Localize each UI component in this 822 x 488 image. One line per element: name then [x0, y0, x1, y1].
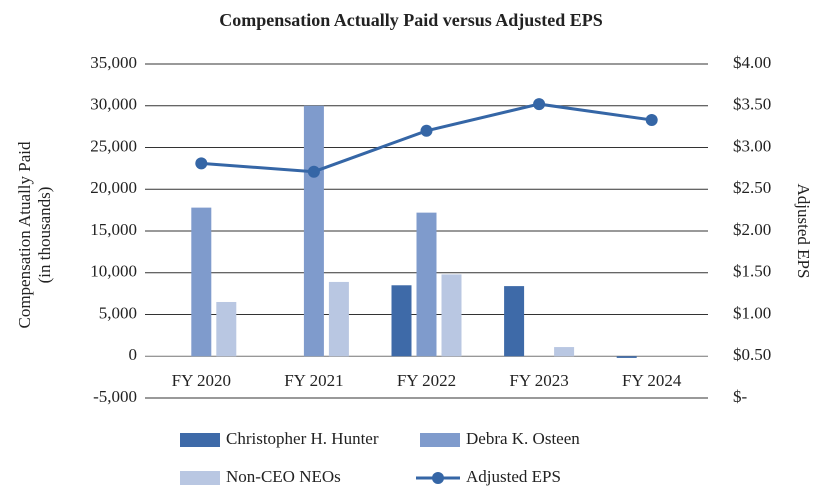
y-tick-label: 0 — [129, 345, 138, 364]
bar — [504, 286, 525, 357]
chart-title: Compensation Actually Paid versus Adjust… — [219, 10, 603, 30]
bar — [616, 356, 637, 358]
legend-swatch — [180, 471, 220, 485]
marker — [645, 113, 658, 126]
y2-tick-label: $2.00 — [733, 220, 771, 239]
x-tick-label: FY 2020 — [172, 371, 231, 390]
marker — [195, 157, 208, 170]
legend-label: Christopher H. Hunter — [226, 429, 379, 448]
bar — [191, 207, 212, 357]
legend-swatch — [420, 433, 460, 447]
y-tick-label: 5,000 — [99, 303, 137, 322]
y2-tick-label: $4.00 — [733, 53, 771, 72]
y-tick-label: 15,000 — [90, 220, 137, 239]
legend-swatch — [432, 472, 444, 484]
y-tick-label: 30,000 — [90, 95, 137, 114]
legend-swatch — [180, 433, 220, 447]
legend-label: Adjusted EPS — [466, 467, 561, 486]
x-tick-label: FY 2024 — [622, 371, 682, 390]
y-tick-label: 35,000 — [90, 53, 137, 72]
y-tick-label: 25,000 — [90, 136, 137, 155]
y-axis-title: (in thousands) — [35, 187, 54, 284]
bar — [328, 281, 349, 357]
y2-tick-label: $1.50 — [733, 262, 771, 281]
x-tick-label: FY 2022 — [397, 371, 456, 390]
x-tick-label: FY 2021 — [284, 371, 343, 390]
bar — [216, 301, 237, 357]
marker — [307, 165, 320, 178]
y-tick-label: -5,000 — [93, 387, 137, 406]
bar — [391, 285, 412, 357]
x-tick-label: FY 2023 — [509, 371, 568, 390]
y2-axis-title: Adjusted EPS — [794, 184, 813, 279]
bar — [303, 105, 324, 357]
y2-tick-label: $2.50 — [733, 178, 771, 197]
y-tick-label: 20,000 — [90, 178, 137, 197]
y2-tick-label: $3.50 — [733, 95, 771, 114]
bar — [441, 274, 462, 357]
y2-tick-label: $1.00 — [733, 303, 771, 322]
bar — [554, 347, 575, 357]
y2-tick-label: $0.50 — [733, 345, 771, 364]
y-axis-title: Compensation Atually Paid — [15, 141, 34, 328]
marker — [533, 98, 546, 111]
line — [201, 102, 652, 174]
y2-tick-label: $3.00 — [733, 136, 771, 155]
bar — [416, 212, 437, 357]
y2-tick-label: $- — [733, 387, 748, 406]
legend-label: Non-CEO NEOs — [226, 467, 341, 486]
legend-label: Debra K. Osteen — [466, 429, 580, 448]
y-tick-label: 10,000 — [90, 262, 137, 281]
marker — [420, 124, 433, 137]
